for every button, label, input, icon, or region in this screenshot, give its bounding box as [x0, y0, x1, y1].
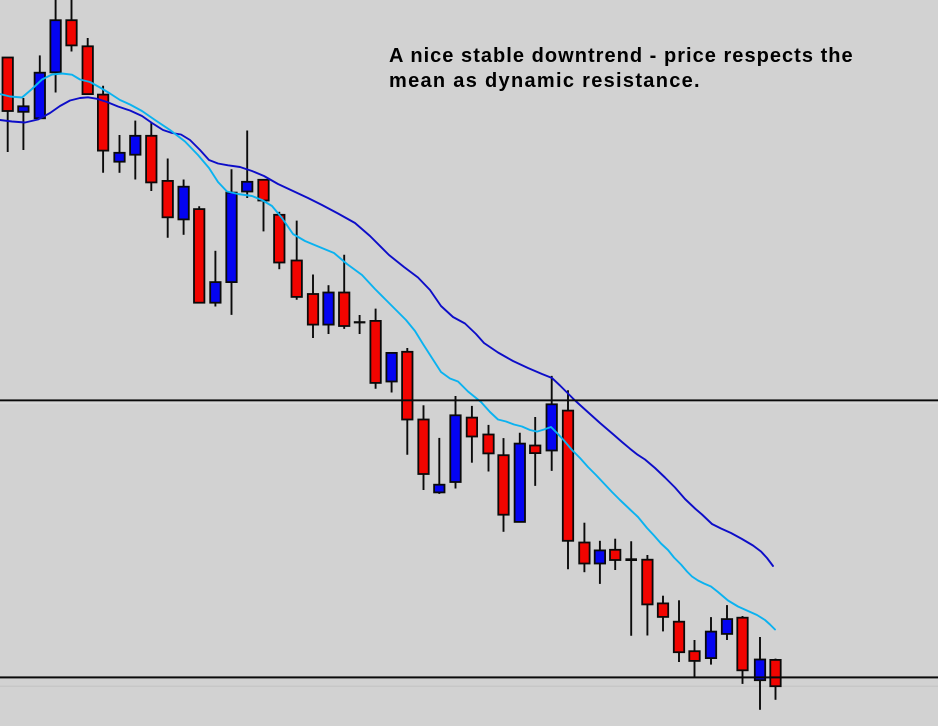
svg-text:A nice stable downtrend - pric: A nice stable downtrend - price respects…	[389, 45, 854, 67]
svg-text:mean as dynamic resistance.: mean as dynamic resistance.	[389, 70, 701, 92]
